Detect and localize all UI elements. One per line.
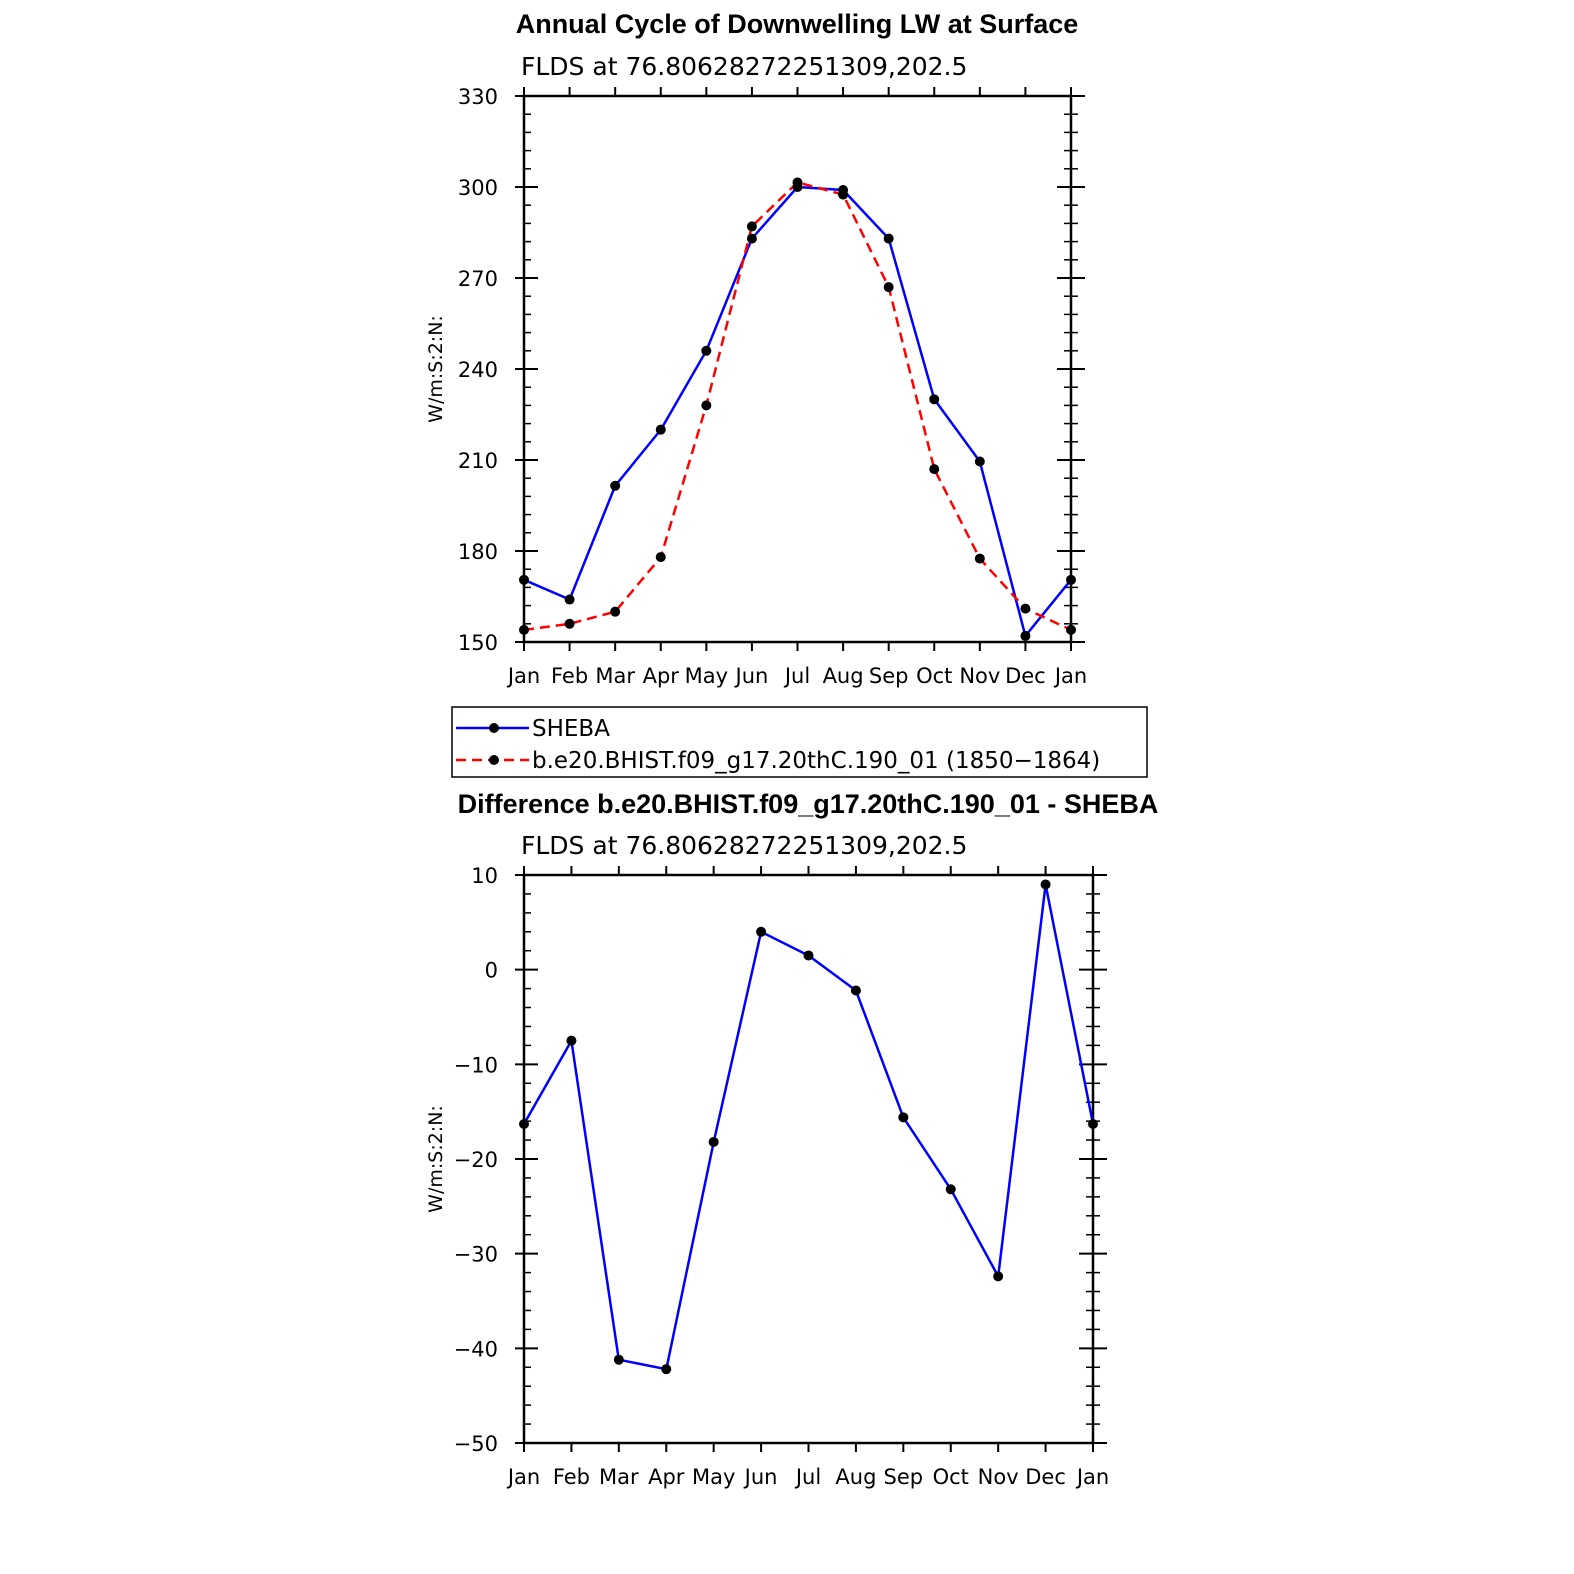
top-chart-x-tick-label: Nov — [959, 664, 1000, 688]
top-chart-x-tick-label: May — [685, 664, 728, 688]
top-chart-series-1-point — [701, 400, 712, 411]
bottom-chart-y-tick-label: −50 — [454, 1432, 498, 1456]
bottom-chart-series-0-point — [613, 1354, 624, 1365]
top-chart-series-0-point — [883, 233, 894, 244]
top-chart-series-0-point — [564, 594, 575, 605]
top-chart-x-tick-label: Apr — [643, 664, 680, 688]
legend-model-marker — [489, 755, 499, 765]
top-chart-x-tick-label: Dec — [1005, 664, 1046, 688]
bottom-chart: Jan Feb Mar Apr May Jun Jul Aug Sep Oct Nov Dec Jan−… — [425, 864, 1109, 1489]
top-chart-y-tick-label: 210 — [458, 449, 498, 473]
bottom-chart-y-tick-label: −10 — [454, 1053, 498, 1077]
top-chart-series-1-line — [523, 181, 1072, 632]
bottom-chart-x-tick-label: Apr — [648, 1465, 685, 1489]
bottom-chart-series-0-point — [1040, 879, 1051, 890]
bottom-chart-series-0-point — [756, 926, 767, 937]
bottom-chart-series-0-point — [993, 1271, 1004, 1282]
top-chart-series-1-point — [610, 606, 621, 617]
top-chart-series-1-point — [929, 464, 940, 475]
bottom-chart-y-tick-label: −40 — [454, 1337, 498, 1361]
top-chart-series-1-point — [1066, 624, 1076, 635]
top-chart-y-tick-label: 180 — [458, 540, 498, 564]
bottom-chart-y-tick-label: −20 — [454, 1148, 498, 1172]
top-chart-x-tick-label: Jan — [506, 664, 540, 688]
bottom-chart-series-0-point — [661, 1364, 672, 1375]
bottom-chart-series-0-point — [708, 1136, 719, 1147]
top-chart-x-tick-label: Jul — [783, 664, 810, 688]
bottom-chart-x-tick-label: Feb — [553, 1465, 590, 1489]
bottom-chart-y-tick-label: −30 — [454, 1243, 498, 1267]
top-chart-series-0-point — [974, 456, 985, 467]
top-chart-series-1-point — [519, 624, 529, 635]
top-chart-series-1-point — [564, 618, 575, 629]
bottom-chart-x-tick-label: Aug — [835, 1465, 876, 1489]
legend-sheba-marker — [489, 723, 499, 733]
top-chart-y-tick-label: 270 — [458, 267, 498, 291]
legend: SHEBA b.e20.BHIST.f09_g17.20thC.190_01 (… — [451, 706, 1148, 778]
bottom-chart-x-tick-label: Jun — [743, 1465, 778, 1489]
top-chart-series-1-point — [974, 553, 985, 564]
top-chart-y-axis-label: W/m:S:2:N: — [425, 315, 447, 423]
top-chart-y-tick-label: 240 — [458, 358, 498, 382]
top-chart-x-tick-label: Jan — [1053, 664, 1087, 688]
top-chart-x-tick-label: Aug — [823, 664, 864, 688]
bottom-chart-x-tick-label: Sep — [884, 1465, 924, 1489]
top-chart: Jan Feb Mar Apr May Jun Jul Aug Sep Oct Nov Dec Jan 1… — [425, 85, 1087, 688]
top-chart-series-0-point — [610, 480, 621, 491]
top-chart-series-0-point — [1066, 574, 1076, 585]
bottom-chart-series-0-point — [803, 950, 814, 961]
top-chart-x-tick-label: Oct — [916, 664, 952, 688]
top-chart-series-1-point — [1020, 603, 1031, 614]
bottom-chart-series-0-point — [945, 1184, 956, 1195]
top-chart-x-tick-label: Feb — [551, 664, 588, 688]
bottom-chart-y-tick-label: 0 — [485, 959, 498, 983]
bottom-chart-x-tick-label: May — [692, 1465, 735, 1489]
top-chart-series-1-point — [792, 177, 803, 188]
top-chart-x-tick-label: Mar — [595, 664, 635, 688]
top-chart-series-0-point — [746, 233, 757, 244]
legend-box — [451, 706, 1148, 778]
bottom-chart-series-0-point — [850, 985, 861, 996]
bottom-chart-series-0-point — [1088, 1118, 1098, 1129]
top-chart-y-tick-label: 150 — [458, 631, 498, 655]
top-chart-y-tick-label: 330 — [458, 85, 498, 109]
top-chart-series-0-point — [701, 345, 712, 356]
bottom-chart-y-axis-label: W/m:S:2:N: — [425, 1105, 447, 1213]
bottom-chart-x-tick-label: Dec — [1025, 1465, 1066, 1489]
top-chart-x-tick-label: Jun — [734, 664, 769, 688]
top-chart-title: Annual Cycle of Downwelling LW at Surfac… — [516, 9, 1079, 39]
top-chart-subtitle: FLDS at 76.80628272251309,202.5 — [521, 52, 967, 81]
bottom-chart-x-tick-label: Mar — [599, 1465, 639, 1489]
top-chart-y-tick-label: 300 — [458, 176, 498, 200]
top-chart-series-0-point — [929, 394, 940, 405]
bottom-chart-title: Difference b.e20.BHIST.f09_g17.20thC.190… — [458, 789, 1159, 819]
bottom-chart-series-0-point — [898, 1112, 909, 1123]
bottom-chart-x-tick-label: Jan — [506, 1465, 540, 1489]
top-chart-series-0-point — [655, 424, 666, 435]
top-chart-series-0-point — [519, 574, 529, 585]
legend-entry-sheba: SHEBA — [532, 716, 610, 742]
top-chart-series-1-point — [883, 282, 894, 293]
top-chart-x-tick-label: Sep — [869, 664, 909, 688]
bottom-chart-x-tick-label: Oct — [933, 1465, 969, 1489]
top-chart-series-1-point — [746, 221, 757, 232]
bottom-chart-x-tick-label: Nov — [978, 1465, 1019, 1489]
top-chart-series-0-line — [523, 185, 1072, 638]
top-chart-series-1-point — [838, 189, 849, 200]
top-chart-series-1-point — [655, 552, 666, 563]
bottom-chart-series-0-point — [566, 1035, 577, 1046]
bottom-chart-x-tick-label: Jan — [1075, 1465, 1109, 1489]
bottom-chart-subtitle: FLDS at 76.80628272251309,202.5 — [521, 831, 967, 860]
bottom-chart-y-tick-label: 10 — [471, 864, 498, 888]
bottom-chart-x-tick-label: Jul — [794, 1465, 821, 1489]
legend-entry-model: b.e20.BHIST.f09_g17.20thC.190_01 (1850−1… — [532, 748, 1100, 774]
top-chart-series-0-point — [1020, 630, 1031, 641]
bottom-chart-series-0-point — [519, 1118, 529, 1129]
